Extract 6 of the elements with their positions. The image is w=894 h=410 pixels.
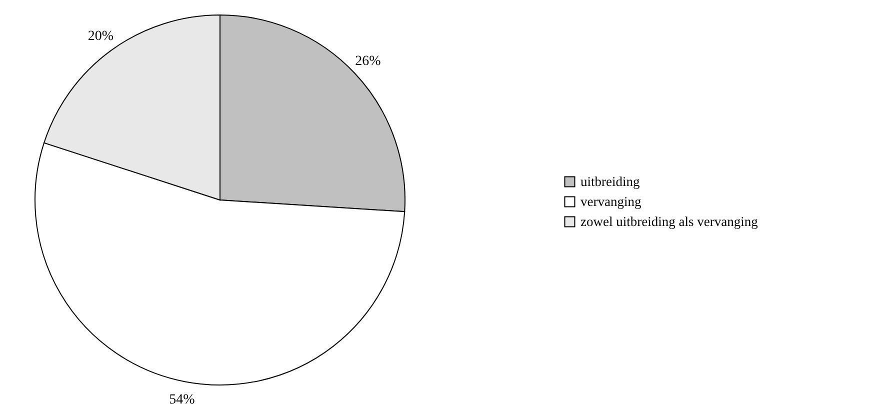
data-label: 54% [169, 392, 196, 408]
legend-label: zowel uitbreiding als vervanging [580, 214, 758, 229]
legend-label: vervanging [580, 194, 642, 209]
data-label: 26% [355, 54, 382, 70]
data-label: 20% [88, 28, 114, 44]
legend-label: uitbreiding [580, 174, 640, 189]
